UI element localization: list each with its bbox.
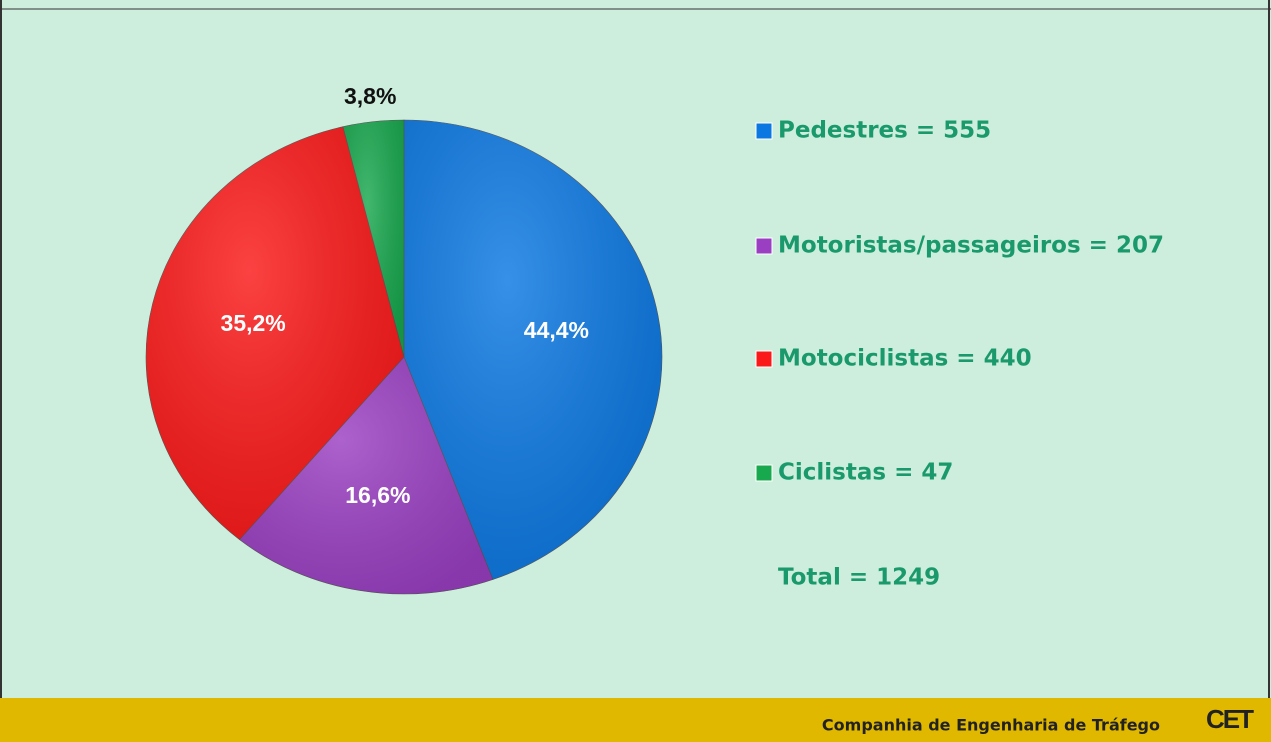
legend-swatch [755, 350, 773, 368]
legend-label: Pedestres = 555 [778, 118, 991, 144]
slice-shade [239, 357, 493, 594]
footer-band [0, 698, 1271, 742]
slice-shade [404, 120, 662, 580]
value-label: 35,2% [221, 310, 286, 336]
slice-shade [146, 126, 405, 540]
legend-label: Motociclistas = 440 [778, 346, 1032, 372]
logo: CET [1206, 704, 1254, 734]
legend-swatch [755, 464, 773, 482]
legend-swatch [755, 237, 773, 255]
value-label: 44,4% [524, 317, 589, 343]
total: Total = 1249 [778, 565, 940, 591]
legend-label: Ciclistas = 47 [778, 460, 953, 486]
value-label: 3,8% [344, 83, 396, 109]
footer-text: Companhia de Engenharia de Tráfego [822, 716, 1160, 735]
legend-swatch [755, 122, 773, 140]
value-label: 16,6% [345, 482, 410, 508]
slice-shade [342, 120, 404, 357]
legend-label: Motoristas/passageiros = 207 [778, 233, 1164, 259]
